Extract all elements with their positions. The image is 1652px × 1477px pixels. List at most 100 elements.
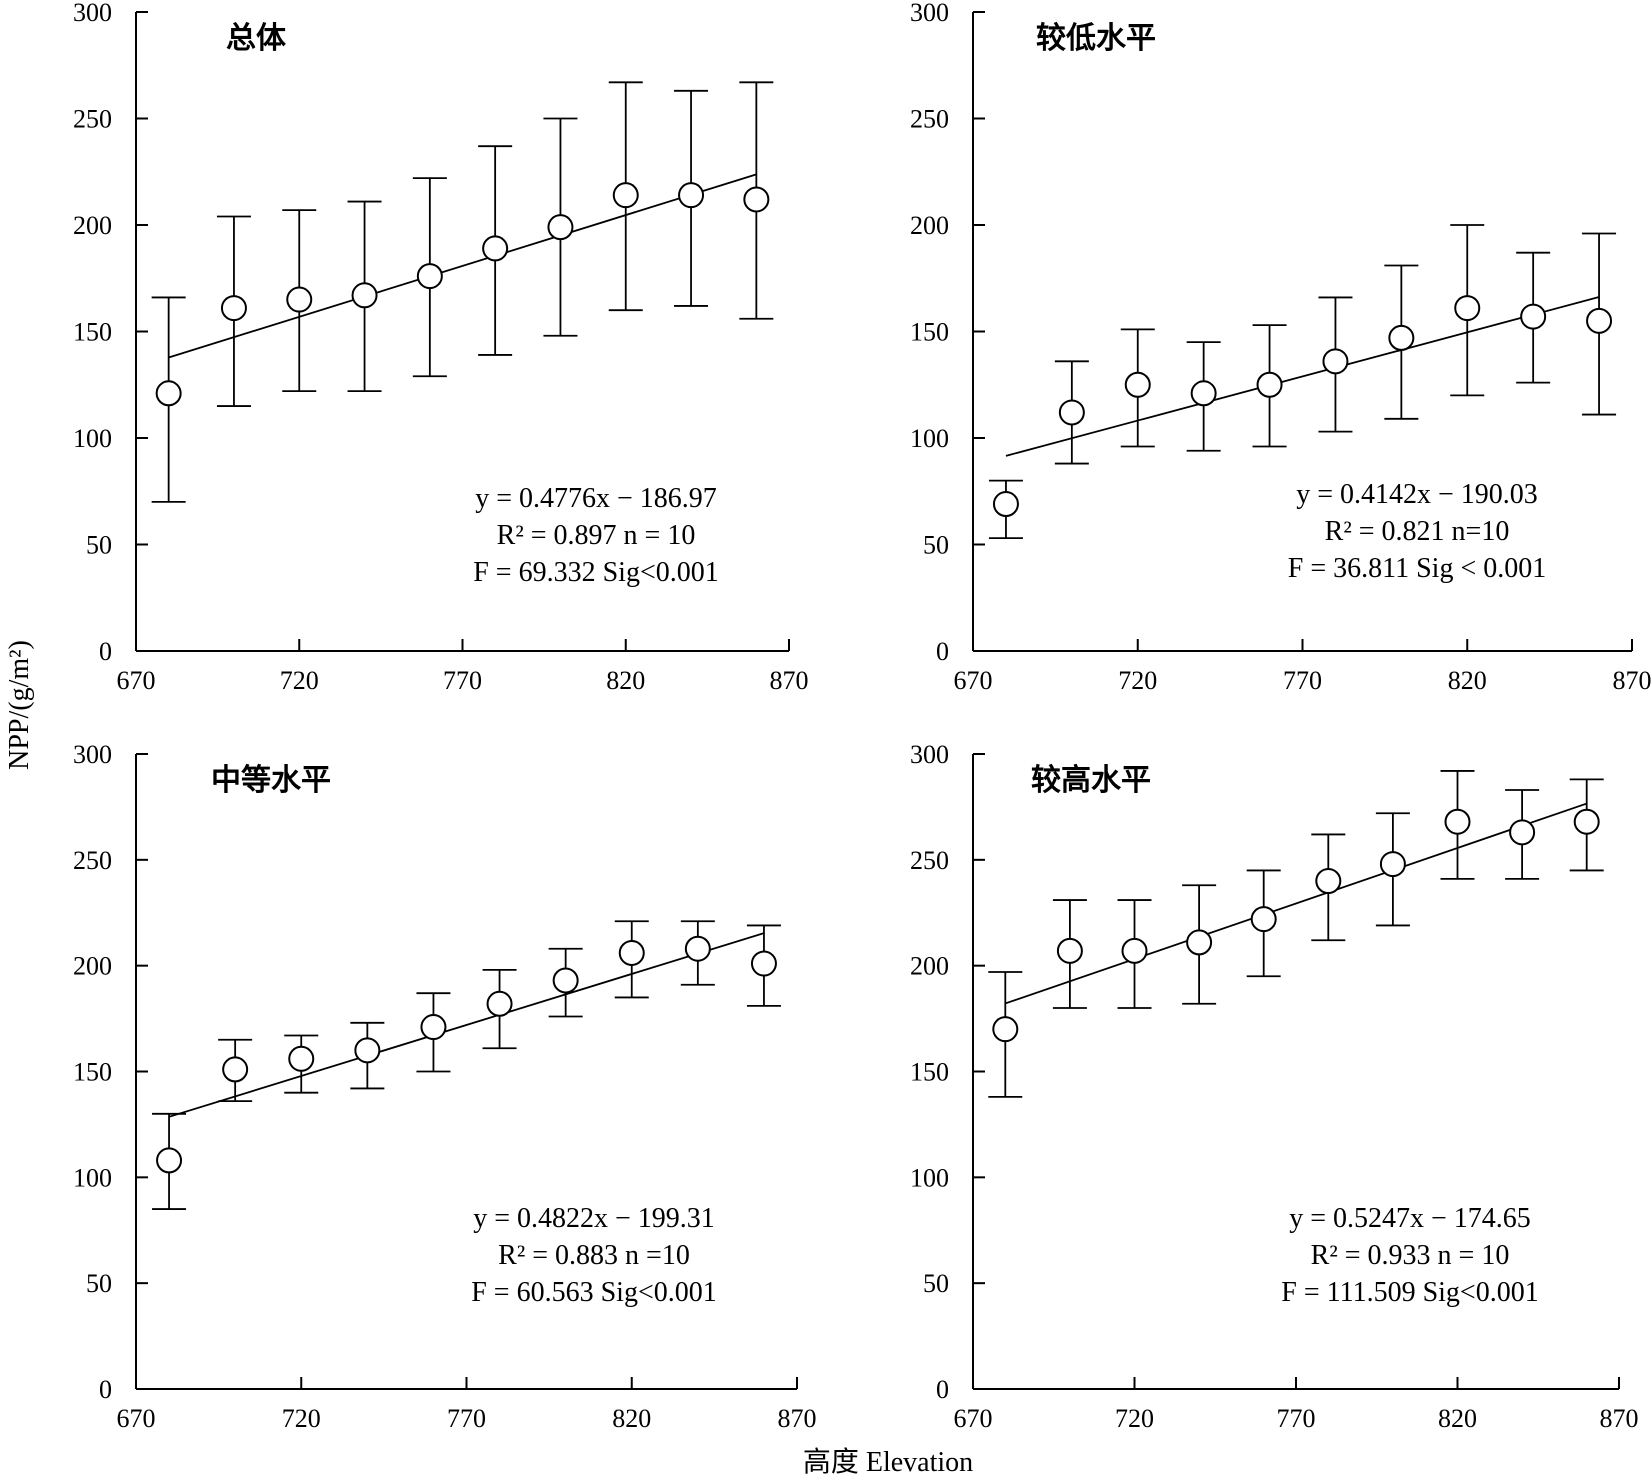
panel-title: 中等水平	[211, 763, 331, 798]
y-tick-label: 250	[910, 105, 949, 134]
y-tick-label: 100	[910, 424, 949, 453]
x-tick-label: 720	[280, 666, 319, 695]
x-tick-label: 870	[770, 666, 809, 695]
regression-line	[1005, 296, 1600, 457]
x-tick-label: 820	[612, 1404, 651, 1433]
data-point	[222, 1056, 249, 1083]
data-point	[552, 967, 579, 994]
panel-low-level: 0 50 100 150 200 250 300 670 720 770 820 870 较低水平 y =…	[910, 0, 1652, 695]
panel-title: 较高水平	[1031, 763, 1151, 798]
data-point	[1256, 371, 1283, 398]
equation-line: F = 60.563 Sig<0.001	[471, 1277, 717, 1308]
x-tick-label: 720	[1115, 1404, 1154, 1433]
regression-line	[168, 173, 757, 359]
y-tick-label: 300	[910, 740, 949, 769]
y-tick-label: 200	[73, 952, 112, 981]
y-tick-label: 0	[99, 1375, 112, 1404]
equation-line: y = 0.5247x − 174.65	[1289, 1203, 1531, 1234]
y-tick-label: 150	[73, 1058, 112, 1087]
y-tick-label: 0	[936, 637, 949, 666]
panel-high-level: 0 50 100 150 200 250 300 670 720 770 820 870 较高水平 y =…	[910, 740, 1639, 1433]
data-point	[1121, 937, 1148, 964]
y-tick-label: 200	[73, 211, 112, 240]
data-point	[351, 282, 378, 309]
y-tick-label: 250	[73, 105, 112, 134]
panel-overall: 0 50 100 150 200 250 300 670 720 770 820 870 总体 y = 0…	[73, 0, 809, 695]
x-tick-label: 670	[117, 666, 156, 695]
data-point	[1124, 371, 1151, 398]
data-point	[992, 1016, 1019, 1043]
x-tick-label: 770	[1283, 666, 1322, 695]
y-tick-label: 100	[73, 1163, 112, 1192]
data-point	[1586, 307, 1613, 334]
x-tick-label: 820	[1438, 1404, 1477, 1433]
y-tick-label: 150	[910, 1058, 949, 1087]
data-point	[416, 263, 443, 290]
y-tick-label: 300	[73, 740, 112, 769]
y-tick-label: 200	[910, 952, 949, 981]
data-point	[547, 214, 574, 241]
data-point	[750, 950, 777, 977]
y-tick-label: 100	[910, 1163, 949, 1192]
data-point	[1058, 399, 1085, 426]
equation-line: R² = 0.821 n=10	[1325, 516, 1510, 547]
equation-line: R² = 0.897 n = 10	[497, 520, 696, 551]
equation-line: F = 111.509 Sig<0.001	[1281, 1277, 1538, 1308]
panel-title: 较低水平	[1036, 21, 1156, 56]
data-point	[482, 235, 509, 262]
equation-line: y = 0.4822x − 199.31	[473, 1203, 715, 1234]
x-tick-label: 770	[443, 666, 482, 695]
y-tick-label: 0	[99, 637, 112, 666]
x-tick-label: 670	[954, 1404, 993, 1433]
x-tick-label: 820	[1448, 666, 1487, 695]
y-tick-label: 150	[73, 318, 112, 347]
x-tick-label: 870	[1600, 1404, 1639, 1433]
equation-line: R² = 0.883 n =10	[498, 1240, 690, 1271]
x-tick-label: 820	[606, 666, 645, 695]
panel-medium-level: 0 50 100 150 200 250 300 670 720 770 820 870 中等水平 y =…	[73, 740, 817, 1433]
data-point	[1388, 324, 1415, 351]
data-point	[155, 380, 182, 407]
x-tick-label: 770	[447, 1404, 486, 1433]
x-tick-label: 720	[282, 1404, 321, 1433]
y-tick-label: 200	[910, 211, 949, 240]
panel-title: 总体	[226, 21, 287, 56]
data-point	[612, 182, 639, 209]
data-point	[1573, 808, 1600, 835]
data-point	[420, 1014, 447, 1041]
equation-line: y = 0.4142x − 190.03	[1296, 479, 1538, 510]
data-point	[1250, 906, 1277, 933]
data-point	[1315, 868, 1342, 894]
data-point	[992, 491, 1019, 518]
y-tick-label: 250	[73, 846, 112, 875]
y-tick-label: 0	[936, 1375, 949, 1404]
y-tick-label: 50	[923, 1269, 949, 1298]
x-axis-label: 高度 Elevation	[803, 1446, 973, 1477]
y-tick-label: 50	[86, 531, 112, 560]
y-tick-label: 50	[923, 531, 949, 560]
equation-line: y = 0.4776x − 186.97	[475, 483, 717, 514]
y-tick-label: 300	[910, 0, 949, 27]
data-point	[1056, 937, 1083, 964]
y-tick-label: 150	[910, 318, 949, 347]
data-point	[1322, 348, 1349, 375]
x-tick-label: 770	[1277, 1404, 1316, 1433]
data-point	[743, 186, 770, 213]
data-point	[220, 295, 247, 322]
data-point	[156, 1147, 183, 1174]
y-axis-label: NPP/(g/m²)	[4, 640, 35, 770]
data-point	[1454, 295, 1481, 322]
data-point	[1444, 808, 1471, 835]
y-tick-label: 50	[86, 1269, 112, 1298]
data-point	[1186, 929, 1213, 956]
y-tick-label: 250	[910, 846, 949, 875]
equation-line: F = 69.332 Sig<0.001	[473, 557, 719, 588]
data-point	[1509, 819, 1536, 846]
equation-line: R² = 0.933 n = 10	[1311, 1240, 1510, 1271]
x-tick-label: 870	[1613, 666, 1652, 695]
data-point	[684, 935, 711, 962]
data-point	[354, 1037, 381, 1064]
regression-line	[168, 932, 765, 1118]
data-point	[288, 1045, 315, 1072]
